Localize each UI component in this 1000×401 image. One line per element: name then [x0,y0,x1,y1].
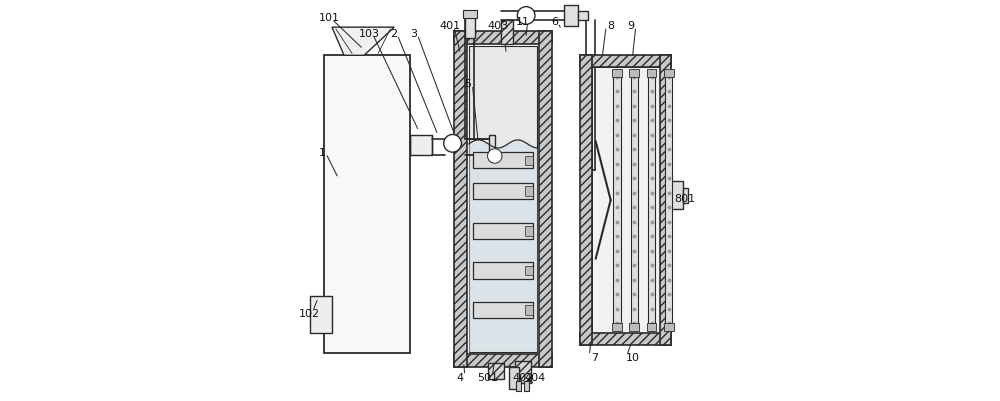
Bar [539,32,552,367]
Polygon shape [332,28,394,56]
Bar [516,381,521,391]
Bar [473,223,533,239]
Text: 7: 7 [591,352,598,362]
Bar [580,334,671,345]
Text: 3: 3 [410,29,417,39]
Bar [463,11,477,19]
Text: 10: 10 [626,352,640,362]
Bar [489,136,495,160]
Bar [525,226,533,236]
Text: 101: 101 [319,13,340,23]
Bar [473,184,533,200]
Bar [647,324,656,331]
Bar [525,187,533,196]
Bar [524,381,529,391]
Bar [648,71,655,330]
Bar [564,6,578,27]
Bar [612,70,622,77]
Bar [592,67,660,334]
Bar [664,70,674,77]
Bar [473,302,533,318]
Bar [509,367,519,389]
Bar [671,181,683,209]
Text: 2: 2 [390,29,397,39]
Bar [454,354,552,367]
Bar [501,21,513,45]
Bar [629,70,639,77]
Bar [631,71,638,330]
Bar [613,71,621,330]
Polygon shape [469,141,537,352]
Bar [324,56,410,353]
Bar [629,324,639,331]
Text: 6: 6 [551,17,558,27]
Text: 103: 103 [359,29,380,39]
Bar [525,306,533,315]
Text: 403: 403 [487,21,509,31]
Bar [647,70,656,77]
Text: 5: 5 [464,79,471,89]
Bar [515,361,531,383]
Bar [488,363,504,379]
Bar [664,324,674,331]
Bar [410,136,432,156]
Bar [683,188,688,203]
Circle shape [444,135,461,153]
Text: 9: 9 [627,21,634,31]
Bar [469,47,537,352]
Bar [660,56,671,345]
Bar [465,14,475,38]
Circle shape [488,150,502,164]
Bar [665,71,672,330]
Bar [473,263,533,279]
Text: 8: 8 [607,21,614,31]
Bar [612,324,622,331]
Bar [454,32,552,45]
Bar [473,153,533,169]
Text: 102: 102 [298,308,320,318]
Bar [525,266,533,275]
Text: 801: 801 [674,194,695,203]
Text: 404: 404 [524,372,545,382]
Bar [525,156,533,166]
Text: 1: 1 [319,148,326,157]
Text: 501: 501 [477,372,498,382]
Circle shape [517,8,535,25]
Bar [454,32,467,367]
Bar [580,56,671,67]
Bar [580,56,592,345]
Bar [310,297,332,333]
Text: 11: 11 [516,17,530,27]
Bar [578,12,588,21]
Text: 401: 401 [439,21,460,31]
Text: 402: 402 [513,372,534,382]
Text: 4: 4 [456,372,463,382]
